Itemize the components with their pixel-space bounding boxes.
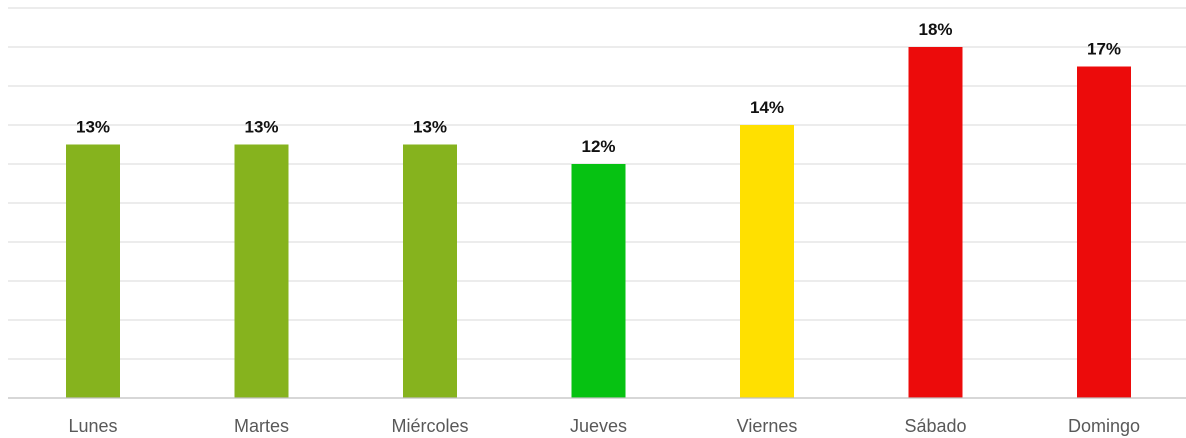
bar-1 — [234, 144, 289, 398]
category-label-5: Sábado — [904, 416, 966, 436]
bar-4 — [740, 125, 794, 398]
data-label-1: 13% — [244, 118, 278, 137]
bar-3 — [571, 164, 626, 398]
category-label-3: Jueves — [570, 416, 627, 436]
bar-5 — [908, 47, 963, 398]
data-label-4: 14% — [750, 98, 784, 117]
category-label-0: Lunes — [68, 416, 117, 436]
data-label-5: 18% — [918, 20, 952, 39]
data-labels: 13% 13% 13% 12% 14% 18% 17% — [76, 20, 1121, 156]
category-label-6: Domingo — [1068, 416, 1140, 436]
bar-2 — [403, 144, 457, 398]
data-label-0: 13% — [76, 118, 110, 137]
bar-0 — [66, 144, 120, 398]
data-label-2: 13% — [413, 118, 447, 137]
category-label-2: Miércoles — [391, 416, 468, 436]
bar-6 — [1077, 66, 1131, 398]
category-label-4: Viernes — [737, 416, 798, 436]
data-label-3: 12% — [581, 137, 615, 156]
bars — [66, 47, 1131, 398]
data-label-6: 17% — [1087, 40, 1121, 59]
category-label-1: Martes — [234, 416, 289, 436]
category-labels: Lunes Martes Miércoles Jueves Viernes Sábado D… — [68, 416, 1140, 436]
